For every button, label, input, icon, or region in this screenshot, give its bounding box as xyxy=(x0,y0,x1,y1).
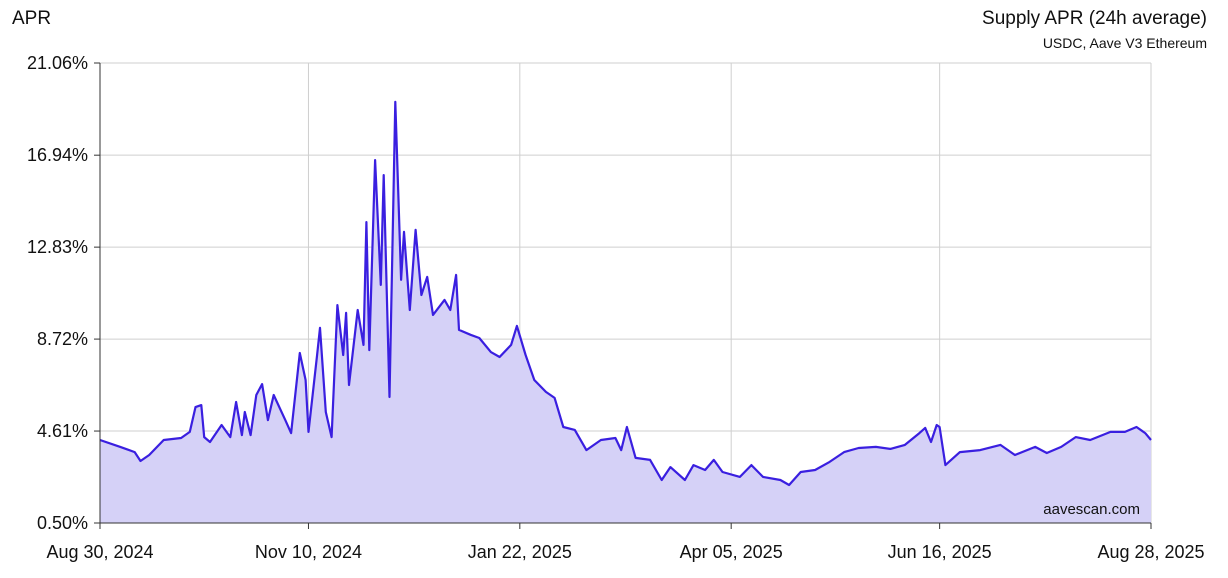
x-tick-label: Jun 16, 2025 xyxy=(888,542,992,562)
x-tick-label: Aug 28, 2025 xyxy=(1097,542,1204,562)
y-tick-label: 16.94% xyxy=(27,145,88,165)
chart-title: Supply APR (24h average) xyxy=(982,8,1207,29)
y-axis-label: APR xyxy=(12,8,51,29)
x-tick-label: Apr 05, 2025 xyxy=(680,542,783,562)
y-tick-label: 0.50% xyxy=(37,513,88,533)
x-tick-label: Aug 30, 2024 xyxy=(46,542,153,562)
chart-subtitle: USDC, Aave V3 Ethereum xyxy=(1043,35,1207,51)
y-tick-label: 21.06% xyxy=(27,53,88,73)
y-tick-label: 8.72% xyxy=(37,329,88,349)
x-tick-label: Jan 22, 2025 xyxy=(468,542,572,562)
x-tick-label: Nov 10, 2024 xyxy=(255,542,362,562)
y-tick-label: 12.83% xyxy=(27,237,88,257)
watermark: aavescan.com xyxy=(1043,501,1140,518)
y-tick-label: 4.61% xyxy=(37,421,88,441)
data-line xyxy=(99,100,1152,487)
area-fill xyxy=(100,101,1151,524)
